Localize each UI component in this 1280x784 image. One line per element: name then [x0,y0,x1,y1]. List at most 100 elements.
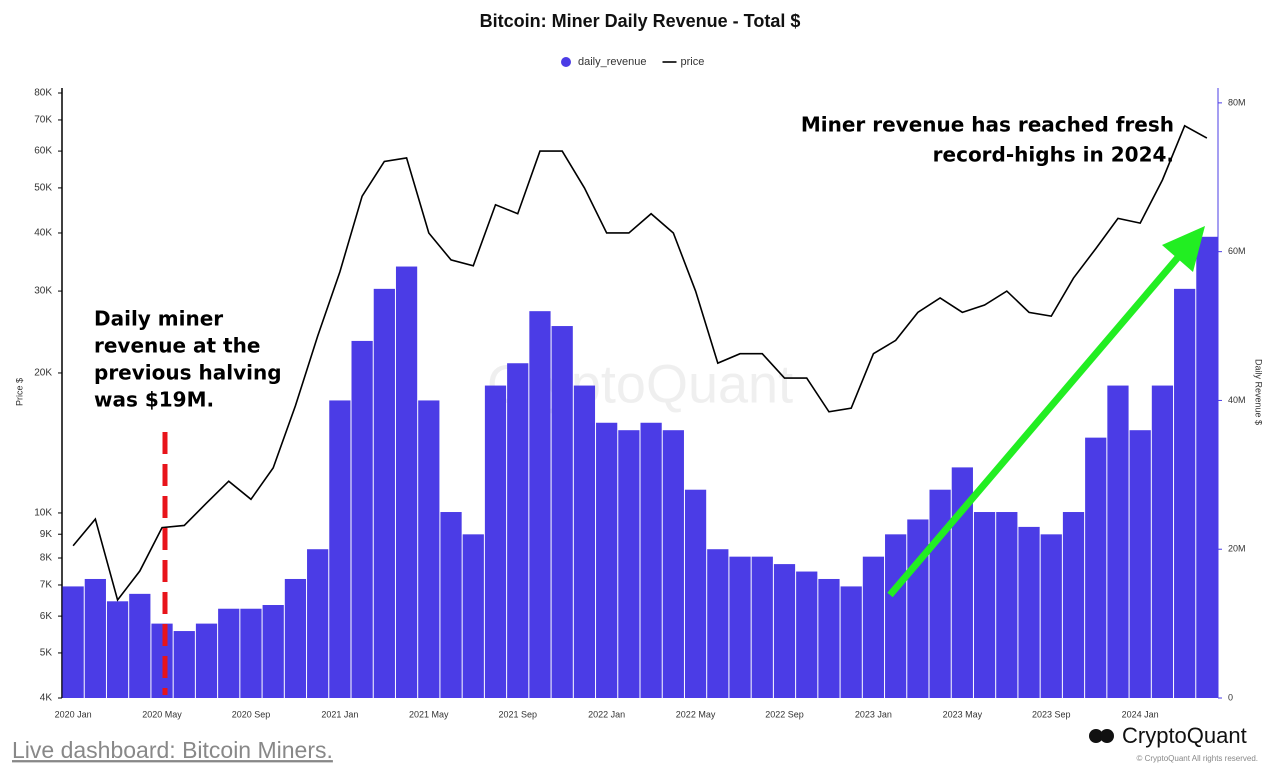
bar [462,534,484,698]
bar [62,586,84,698]
x-tick-label: 2020 Sep [232,709,271,719]
bar [1174,288,1196,698]
x-tick-label: 2023 May [943,709,983,719]
bar [751,556,773,698]
bar [484,385,507,698]
bar [373,288,395,698]
bar [840,586,862,698]
bar [707,549,729,698]
bar [1062,512,1085,698]
bar [240,608,262,698]
bar [507,363,529,698]
bar [418,400,440,698]
x-tick-label: 2023 Jan [855,709,892,719]
bar [284,578,307,698]
bar [929,489,951,698]
trend-arrow [887,252,1183,598]
bar [329,400,351,698]
bar [996,512,1018,698]
price-line [72,124,1208,602]
y2-tick-label: 0 [1228,692,1233,702]
bar [729,556,751,698]
legend-label: price [681,56,705,68]
y-axis-title: Price $ [14,378,24,406]
bar [395,266,418,698]
chart-title: Bitcoin: Miner Daily Revenue - Total $ [480,11,801,31]
bar [885,534,907,698]
bar [129,593,151,698]
bar [596,422,618,698]
bar [684,489,707,698]
trend-arrow-head [1162,226,1205,272]
y-tick-label: 9K [40,529,53,540]
footer-link[interactable]: Live dashboard: Bitcoin Miners. [12,737,333,763]
annotation: previous halving [94,361,282,385]
bar [1107,385,1129,698]
annotation: Daily miner [94,307,223,331]
bar [796,571,818,698]
bar [907,519,929,698]
x-tick-label: 2022 May [676,709,716,719]
bar [818,578,840,698]
bar [551,326,573,698]
annotation: record-highs in 2024. [933,143,1174,167]
logo-icon [1100,729,1114,743]
y2-tick-label: 40M [1228,395,1246,405]
bar [618,430,640,698]
y-tick-label: 60K [34,146,52,157]
x-tick-label: 2024 Jan [1122,709,1159,719]
y2-axis-title: Daily Revenue $ [1254,359,1264,425]
annotation: revenue at the [94,334,260,358]
y-tick-label: 20K [34,368,52,379]
bar [1040,534,1062,698]
legend-label: daily_revenue [578,56,647,68]
logo-text: CryptoQuant [1122,723,1247,748]
y-tick-label: 30K [34,286,52,297]
y-tick-label: 80K [34,88,52,99]
y2-tick-label: 60M [1228,246,1246,256]
bar [218,608,240,698]
y-tick-label: 70K [34,115,52,126]
bar [1151,385,1174,698]
bar [529,311,551,698]
x-tick-label: 2020 May [142,709,182,719]
bar [351,340,373,698]
x-tick-label: 2021 Sep [498,709,537,719]
x-tick-label: 2021 May [409,709,449,719]
x-tick-label: 2020 Jan [55,709,92,719]
y-tick-label: 5K [40,648,53,659]
bar [640,422,662,698]
bar [862,556,885,698]
bar [195,623,218,698]
x-tick-label: 2023 Sep [1032,709,1071,719]
x-tick-label: 2021 Jan [321,709,358,719]
bar [307,549,329,698]
y2-tick-label: 80M [1228,97,1246,107]
y-tick-label: 8K [40,553,53,564]
bar [1018,526,1040,698]
bar [973,512,996,698]
y-tick-label: 40K [34,228,52,239]
annotation: was $19M. [94,388,214,412]
logo-icon [1089,729,1103,743]
bar [440,512,462,698]
bar [84,578,106,698]
y-tick-label: 50K [34,183,52,194]
y-tick-label: 10K [34,508,52,519]
bar [573,385,596,698]
bar [1085,437,1107,698]
y2-tick-label: 20M [1228,544,1246,554]
bar [662,430,684,698]
annotation: Miner revenue has reached fresh [801,113,1174,137]
bar [1196,236,1218,698]
x-tick-label: 2022 Sep [765,709,804,719]
copyright: © CryptoQuant All rights reserved. [1137,754,1259,763]
legend-marker [561,57,571,67]
bar [106,601,129,698]
bar [173,631,195,698]
bar [151,623,173,698]
bar [951,467,973,698]
bar [773,564,796,698]
